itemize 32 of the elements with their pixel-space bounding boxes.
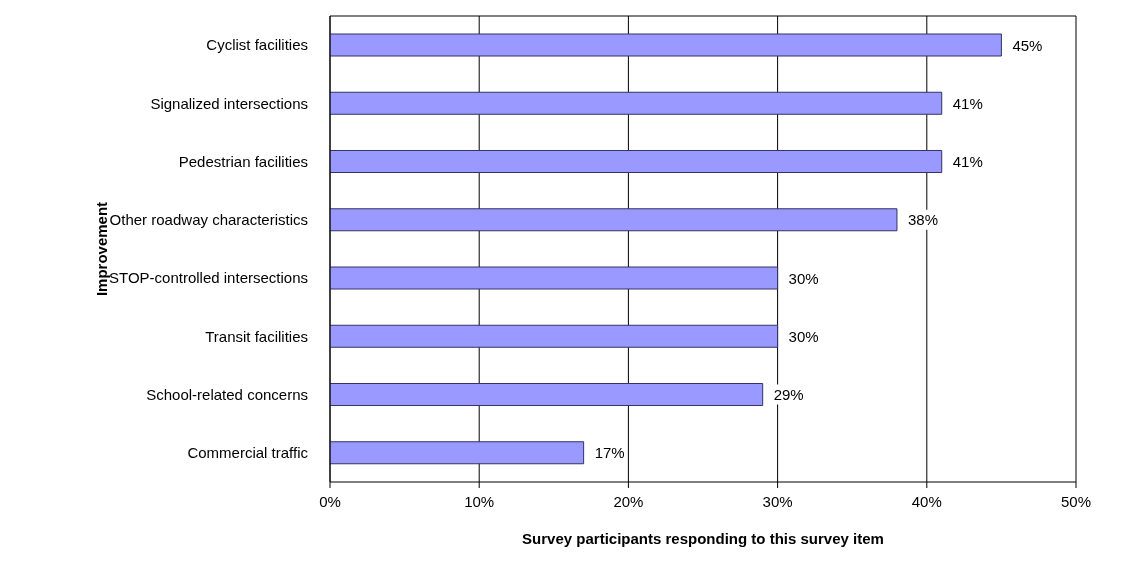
data-label: 30% bbox=[788, 327, 819, 345]
bar bbox=[330, 33, 1002, 57]
data-label: 17% bbox=[594, 444, 625, 462]
x-tick-label: 50% bbox=[1060, 492, 1092, 510]
x-axis-title: Survey participants responding to this survey item bbox=[522, 530, 884, 547]
y-tick-label: Transit facilities bbox=[205, 327, 308, 345]
data-label: 30% bbox=[788, 269, 819, 287]
data-label: 41% bbox=[952, 94, 983, 112]
bar bbox=[330, 91, 943, 115]
bar bbox=[330, 441, 585, 465]
y-tick-label: School-related concerns bbox=[146, 385, 308, 403]
y-tick-label: Cyclist facilities bbox=[206, 36, 308, 54]
bar bbox=[330, 208, 898, 232]
bar bbox=[330, 266, 779, 290]
bar bbox=[330, 150, 943, 173]
x-tick-label: 30% bbox=[762, 492, 793, 510]
x-tick-label: 20% bbox=[613, 492, 644, 510]
y-tick-label: Commercial traffic bbox=[187, 444, 309, 462]
y-tick-label: Signalized intersections bbox=[150, 94, 308, 112]
y-axis-title: Improvement bbox=[93, 201, 111, 297]
data-label: 38% bbox=[907, 211, 938, 229]
data-label: 45% bbox=[1012, 36, 1043, 54]
bar bbox=[330, 383, 764, 406]
y-tick-label: STOP-controlled intersections bbox=[109, 269, 308, 287]
y-tick-label: Other roadway characteristics bbox=[109, 211, 308, 229]
data-label: 41% bbox=[952, 153, 983, 170]
x-tick-label: 10% bbox=[464, 492, 495, 510]
x-tick-label: 0% bbox=[319, 492, 341, 510]
bar bbox=[330, 324, 779, 348]
x-tick-label: 40% bbox=[911, 492, 942, 510]
data-label: 29% bbox=[773, 386, 804, 403]
y-tick-label: Pedestrian facilities bbox=[178, 152, 308, 170]
